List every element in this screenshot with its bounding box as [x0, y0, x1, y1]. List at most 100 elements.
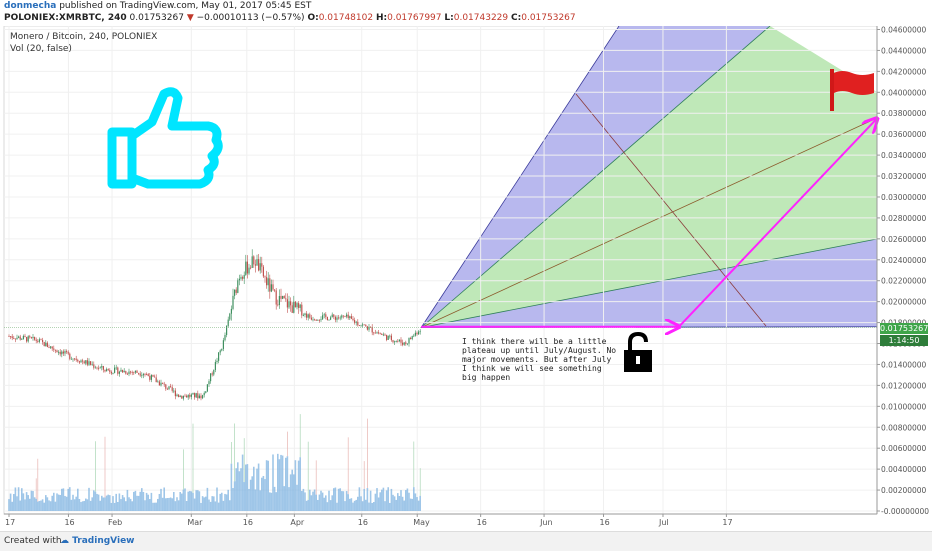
author-link[interactable]: donmecha [4, 1, 57, 11]
volume-bar [270, 492, 273, 511]
x-tick-label: 17 [5, 518, 15, 527]
volume-legend[interactable]: Vol (20, false) [10, 44, 72, 54]
candle-body [82, 360, 84, 362]
volume-bar [157, 498, 159, 511]
volume-bar [331, 495, 333, 511]
volume-bar [179, 492, 181, 511]
volume-bar [294, 460, 297, 511]
thumbs-up-icon [107, 87, 223, 189]
volume-bar [16, 496, 18, 511]
candle-body [67, 351, 69, 354]
candle-body [258, 259, 260, 271]
candle-body [171, 387, 173, 391]
x-tick-label: 16 [600, 518, 610, 527]
y-tick-label: 0.03600000 [881, 130, 927, 139]
volume-bar [193, 498, 196, 511]
fan-line-2 [420, 26, 771, 328]
candle-body [392, 340, 394, 343]
candle-body [408, 338, 410, 344]
trend-arrows[interactable] [421, 118, 877, 326]
x-tick-label: Feb [108, 518, 122, 527]
volume-bar [94, 491, 97, 511]
candle-body [230, 308, 232, 314]
volume-bar [261, 477, 263, 511]
candle-body [206, 384, 208, 392]
volume-bar [237, 462, 239, 511]
candle-body [13, 338, 15, 339]
candle-body [310, 317, 312, 320]
candle-body [85, 360, 87, 364]
y-axis[interactable]: 0.04600000 0.04400000 0.04200000 0.04000000… [876, 26, 929, 516]
candle-body [186, 395, 188, 398]
candle-body [350, 316, 352, 319]
x-axis[interactable]: 17 16 Feb Mar 16 Apr 16 May 16 Jun 16 Jul 17 [4, 513, 877, 527]
volume-bar [141, 488, 143, 511]
volume-bar [113, 502, 116, 511]
candle-body [277, 304, 279, 306]
annotation-text[interactable]: I think there will be a little plateau u… [462, 337, 617, 382]
volume-bar [336, 502, 338, 511]
volume-bar [353, 500, 356, 511]
candle-body [360, 325, 362, 327]
low-value: 0.01743229 [453, 13, 509, 23]
candle-body [131, 372, 133, 373]
candle-body [99, 367, 101, 369]
volume-bar [200, 502, 202, 511]
y-tick-label: 0.02000000 [881, 298, 927, 307]
candle-body [390, 335, 392, 341]
candle-body [256, 259, 258, 266]
price-chart[interactable]: 0.04600000 0.04400000 0.04200000 0.04000000… [0, 26, 932, 531]
volume-bar [357, 496, 359, 511]
y-tick-label: -0.00000000 [881, 507, 929, 516]
x-tick-label: 16 [243, 518, 253, 527]
volume-bar [369, 490, 372, 511]
candle-body [77, 359, 79, 362]
volume-bar [67, 488, 69, 511]
candle-body [149, 376, 151, 380]
candle-body [27, 336, 29, 342]
countdown-label: 1:14:50 [880, 335, 928, 346]
price-change: −0.00010113 (−0.57%) [196, 13, 305, 23]
candle-body [192, 392, 194, 395]
symbol-label[interactable]: POLONIEX:XMRBTC, 240 [4, 13, 127, 23]
candle-body [11, 336, 13, 339]
chart-title[interactable]: Monero / Bitcoin, 240, POLONIEX [10, 32, 158, 42]
volume-bar [320, 490, 322, 511]
volume-bar [403, 500, 405, 511]
candle-body [355, 321, 357, 323]
volume-bar [8, 499, 10, 511]
volume-bar [78, 498, 81, 511]
volume-bar [288, 487, 290, 511]
volume-bar [411, 498, 413, 511]
volume-bar [38, 500, 41, 511]
volume-bar [408, 492, 410, 511]
y-tick-label: 0.02800000 [881, 214, 927, 223]
candle-body [288, 301, 290, 308]
volume-bar [387, 487, 389, 511]
candle-body [8, 336, 10, 337]
candle-body [330, 317, 332, 320]
candle-body [29, 336, 31, 338]
candle-body [157, 381, 159, 383]
volume-bar [277, 453, 279, 511]
volume-bar [198, 491, 201, 511]
candles [4, 249, 877, 401]
volume-bar [318, 494, 321, 511]
volume-bar [232, 488, 234, 511]
candle-body [315, 320, 317, 321]
volume-bar [201, 496, 204, 511]
candle-body [363, 324, 365, 326]
candle-body [243, 274, 245, 279]
volume-bar [83, 500, 85, 511]
candle-body [147, 374, 149, 377]
volume-bar [129, 498, 132, 511]
tradingview-logo[interactable]: ☁ TradingView [60, 536, 135, 546]
y-tick-label: 0.03200000 [881, 172, 927, 181]
volume-bar [192, 492, 194, 511]
candle-body [74, 358, 76, 360]
gann-fan[interactable] [420, 26, 878, 328]
candle-body [190, 394, 192, 397]
volume-bar [283, 486, 285, 511]
candle-body [62, 351, 64, 354]
candle-body [160, 382, 162, 386]
